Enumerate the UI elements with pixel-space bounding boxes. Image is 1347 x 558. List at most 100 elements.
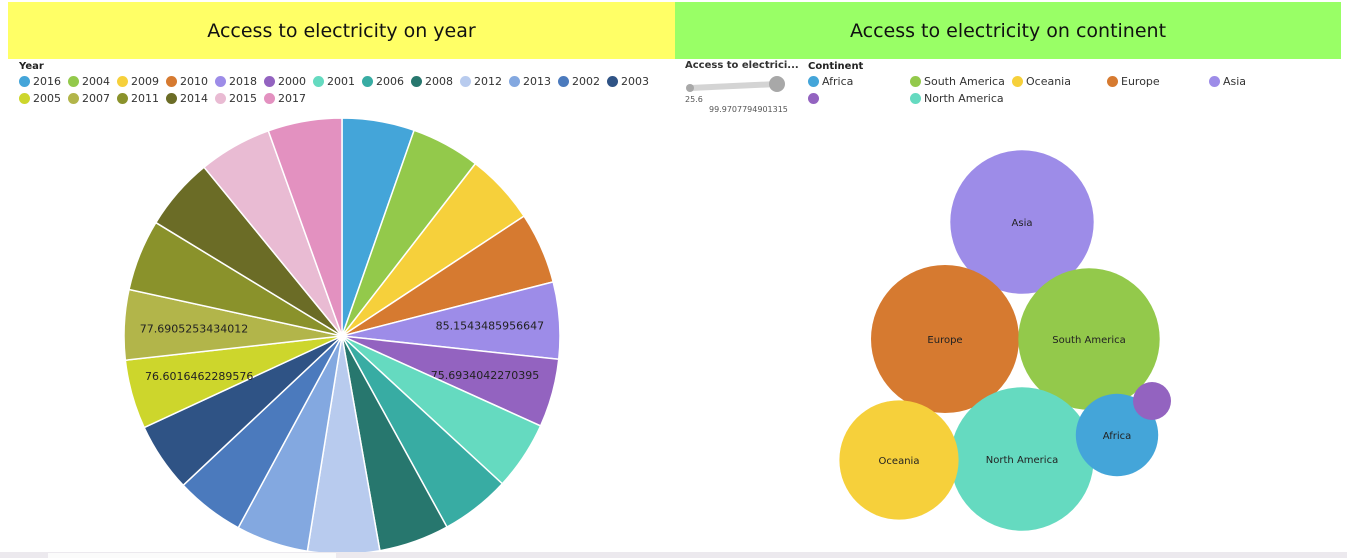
size-slider-label: Access to electrici...	[685, 60, 799, 71]
size-slider-max-handle[interactable]	[769, 76, 785, 92]
year-legend-swatch	[607, 76, 618, 87]
year-legend-swatch	[215, 93, 226, 104]
year-legend-label: 2018	[229, 75, 257, 88]
bottom-tab-strip	[0, 552, 1347, 558]
continent-legend-title: Continent	[808, 61, 864, 72]
bubble-asia[interactable]	[950, 150, 1094, 294]
continent-legend-row: Africa South America Oceania Europe Asia	[808, 75, 1296, 88]
year-legend-item-2010[interactable]: 2010	[166, 75, 208, 88]
continent-legend-label: Oceania	[1026, 75, 1071, 88]
year-legend-row: 2005 2007 2011 2014 2015 2017	[19, 92, 313, 105]
year-legend-swatch	[558, 76, 569, 87]
pie-slice-2017[interactable]	[267, 117, 343, 337]
year-legend-item-2002[interactable]: 2002	[558, 75, 600, 88]
bubble-label: Europe	[927, 335, 962, 346]
continent-chart-title: Access to electricity on continent	[675, 2, 1341, 59]
continent-legend-item-north-america[interactable]: North America	[910, 92, 1005, 105]
year-chart-title: Access to electricity on year	[8, 2, 675, 59]
continent-legend-item-asia[interactable]: Asia	[1209, 75, 1289, 88]
year-legend-label: 2010	[180, 75, 208, 88]
bottom-tab[interactable]	[48, 553, 336, 558]
year-legend-row: 2016 2004 2009 2010 2018 2000 2001 2006 2008 2012…	[19, 75, 656, 88]
year-legend-label: 2009	[131, 75, 159, 88]
year-legend-item-2015[interactable]: 2015	[215, 92, 257, 105]
year-legend-label: 2002	[572, 75, 600, 88]
continent-legend-swatch	[1012, 76, 1023, 87]
year-legend-item-2005[interactable]: 2005	[19, 92, 61, 105]
bubble-europe[interactable]	[871, 265, 1019, 413]
continent-legend-swatch	[808, 76, 819, 87]
continent-legend-item-unnamed[interactable]	[808, 93, 903, 104]
continent-legend-label: South America	[924, 75, 1005, 88]
year-legend-label: 2006	[376, 75, 404, 88]
continent-legend-item-oceania[interactable]: Oceania	[1012, 75, 1100, 88]
year-legend-swatch	[264, 76, 275, 87]
continent-legend-label: Asia	[1223, 75, 1247, 88]
pie-slice-label: 76.6016462289576	[145, 370, 253, 383]
year-legend-swatch	[19, 93, 30, 104]
year-legend-swatch	[411, 76, 422, 87]
continent-legend-row: North America	[808, 92, 1012, 105]
year-legend-item-2018[interactable]: 2018	[215, 75, 257, 88]
year-legend-item-2001[interactable]: 2001	[313, 75, 355, 88]
year-legend-swatch	[313, 76, 324, 87]
year-legend-item-2013[interactable]: 2013	[509, 75, 551, 88]
bubble-unnamed[interactable]	[1133, 382, 1171, 420]
year-legend-item-2000[interactable]: 2000	[264, 75, 306, 88]
year-legend-item-2012[interactable]: 2012	[460, 75, 502, 88]
bubble-label: South America	[1052, 335, 1126, 346]
year-legend-swatch	[68, 76, 79, 87]
continent-legend-swatch	[1107, 76, 1118, 87]
continent-legend-swatch	[1209, 76, 1220, 87]
year-chart-panel: Access to electricity on year Year 2016 2…	[8, 2, 675, 555]
year-legend-swatch	[117, 76, 128, 87]
pie-slice-label: 85.1543485956647	[436, 319, 544, 332]
continent-legend-item-south-america[interactable]: South America	[910, 75, 1005, 88]
year-legend-label: 2015	[229, 92, 257, 105]
size-slider-track	[687, 81, 781, 91]
continent-legend-label: North America	[924, 92, 1004, 105]
year-legend-label: 2011	[131, 92, 159, 105]
year-legend-item-2014[interactable]: 2014	[166, 92, 208, 105]
size-slider-max-value: 99.9707794901315	[709, 105, 788, 114]
continent-chart-panel: Access to electricity on continent Acces…	[675, 0, 1347, 558]
year-legend-item-2011[interactable]: 2011	[117, 92, 159, 105]
year-legend-label: 2005	[33, 92, 61, 105]
continent-legend-label: Europe	[1121, 75, 1160, 88]
year-legend-swatch	[460, 76, 471, 87]
year-legend-label: 2017	[278, 92, 306, 105]
year-legend-label: 2003	[621, 75, 649, 88]
year-legend-label: 2012	[474, 75, 502, 88]
continent-legend-item-africa[interactable]: Africa	[808, 75, 903, 88]
year-legend-item-2008[interactable]: 2008	[411, 75, 453, 88]
year-legend-swatch	[166, 93, 177, 104]
year-legend-item-2003[interactable]: 2003	[607, 75, 649, 88]
year-legend-swatch	[68, 93, 79, 104]
year-legend-swatch	[166, 76, 177, 87]
bubble-oceania[interactable]	[839, 400, 959, 520]
year-legend-item-2009[interactable]: 2009	[117, 75, 159, 88]
bubble-south-america[interactable]	[1018, 268, 1160, 410]
year-legend-label: 2013	[523, 75, 551, 88]
year-legend-item-2006[interactable]: 2006	[362, 75, 404, 88]
bubble-africa[interactable]	[1075, 393, 1159, 477]
bubble-label: Asia	[1012, 218, 1033, 229]
size-slider-min-handle[interactable]	[686, 84, 694, 92]
size-slider-min-value: 25.6	[685, 95, 703, 104]
size-slider[interactable]	[683, 74, 789, 96]
year-legend-label: 2001	[327, 75, 355, 88]
year-legend-swatch	[117, 93, 128, 104]
bubble-label: North America	[986, 455, 1058, 466]
year-legend-item-2017[interactable]: 2017	[264, 92, 306, 105]
bubble-north-america[interactable]	[950, 387, 1094, 531]
year-legend-item-2016[interactable]: 2016	[19, 75, 61, 88]
year-legend-swatch	[264, 93, 275, 104]
year-legend-swatch	[509, 76, 520, 87]
year-legend-item-2004[interactable]: 2004	[68, 75, 110, 88]
year-legend-swatch	[19, 76, 30, 87]
year-legend-item-2007[interactable]: 2007	[68, 92, 110, 105]
year-pie-chart: 85.1543485956647 75.6934042270395 76.60164…	[123, 117, 561, 555]
pie-slice-label: 75.6934042270395	[431, 369, 539, 382]
year-legend-swatch	[215, 76, 226, 87]
continent-legend-item-europe[interactable]: Europe	[1107, 75, 1202, 88]
